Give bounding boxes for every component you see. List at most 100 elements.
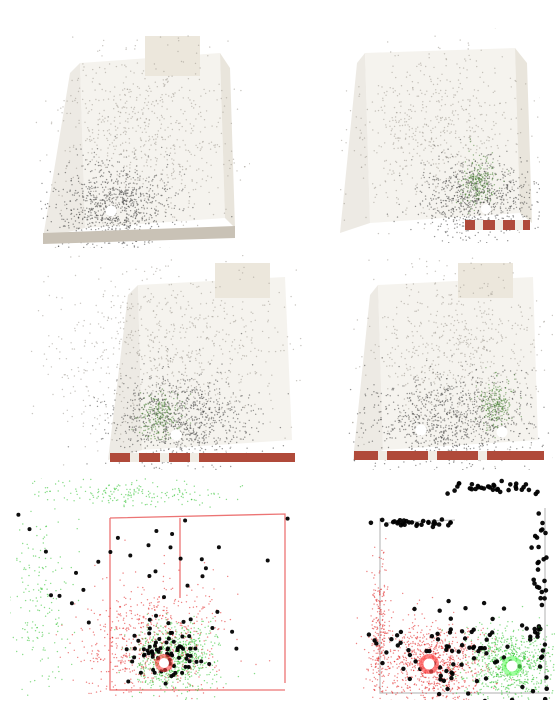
point bbox=[434, 126, 437, 128]
point bbox=[215, 439, 217, 442]
point bbox=[400, 85, 403, 87]
point bbox=[128, 142, 131, 144]
point bbox=[146, 104, 148, 107]
point bbox=[134, 182, 136, 185]
point bbox=[128, 127, 130, 130]
point bbox=[205, 110, 208, 112]
point bbox=[415, 190, 418, 193]
point bbox=[134, 408, 136, 411]
point bbox=[466, 199, 469, 202]
point bbox=[112, 222, 114, 224]
point bbox=[159, 119, 161, 121]
point bbox=[86, 207, 88, 209]
point bbox=[200, 424, 202, 426]
point bbox=[57, 245, 60, 247]
point bbox=[459, 164, 462, 166]
point bbox=[118, 161, 121, 163]
point bbox=[439, 170, 441, 172]
point bbox=[136, 404, 138, 407]
point bbox=[95, 221, 97, 223]
point bbox=[99, 164, 101, 167]
point bbox=[233, 88, 235, 90]
point bbox=[209, 431, 211, 433]
point bbox=[513, 202, 515, 205]
point bbox=[46, 229, 49, 231]
point bbox=[445, 203, 447, 205]
point bbox=[62, 106, 64, 108]
point bbox=[209, 148, 212, 150]
point bbox=[476, 161, 479, 164]
point bbox=[494, 133, 496, 136]
point bbox=[86, 138, 88, 140]
point bbox=[169, 135, 171, 137]
point bbox=[119, 438, 121, 440]
point bbox=[196, 431, 198, 434]
point bbox=[125, 189, 127, 192]
point bbox=[410, 104, 412, 106]
point bbox=[473, 201, 475, 203]
point bbox=[207, 392, 210, 394]
point bbox=[133, 157, 135, 159]
point bbox=[480, 49, 482, 51]
point bbox=[180, 60, 183, 63]
point bbox=[156, 136, 159, 138]
point bbox=[201, 403, 204, 405]
point bbox=[180, 415, 182, 417]
point bbox=[149, 339, 151, 341]
point bbox=[61, 218, 63, 220]
point bbox=[103, 134, 106, 137]
point bbox=[411, 127, 413, 130]
point bbox=[155, 413, 157, 415]
point bbox=[93, 211, 96, 213]
point bbox=[159, 407, 162, 409]
point bbox=[452, 220, 455, 223]
point bbox=[193, 407, 195, 410]
point bbox=[103, 109, 105, 112]
point bbox=[84, 209, 86, 212]
point bbox=[515, 80, 517, 83]
point bbox=[495, 217, 497, 219]
point bbox=[462, 172, 464, 174]
point bbox=[497, 214, 499, 216]
point bbox=[439, 179, 442, 181]
point bbox=[129, 446, 131, 448]
point bbox=[229, 371, 232, 373]
point bbox=[75, 167, 78, 169]
point bbox=[141, 186, 144, 188]
point bbox=[119, 340, 121, 343]
point bbox=[136, 220, 139, 222]
point bbox=[416, 95, 418, 97]
point bbox=[99, 206, 101, 208]
point bbox=[112, 202, 115, 204]
point bbox=[483, 142, 485, 144]
point bbox=[429, 100, 431, 103]
point bbox=[77, 217, 80, 219]
point bbox=[94, 212, 97, 215]
point bbox=[408, 93, 411, 96]
point bbox=[155, 164, 157, 166]
point bbox=[103, 121, 105, 123]
point bbox=[108, 226, 110, 229]
point bbox=[384, 180, 386, 182]
point bbox=[122, 131, 125, 134]
point bbox=[122, 89, 124, 91]
point bbox=[199, 409, 201, 411]
point bbox=[90, 203, 92, 205]
point bbox=[116, 178, 118, 180]
point bbox=[105, 197, 107, 199]
point bbox=[39, 160, 41, 162]
point bbox=[166, 348, 169, 350]
point bbox=[118, 241, 120, 244]
point bbox=[158, 363, 161, 365]
point bbox=[232, 306, 234, 308]
point bbox=[94, 89, 96, 91]
point bbox=[499, 102, 501, 105]
point bbox=[165, 336, 167, 338]
point bbox=[170, 462, 172, 465]
point bbox=[99, 356, 102, 358]
point bbox=[136, 361, 138, 363]
point bbox=[187, 301, 189, 303]
point bbox=[108, 160, 111, 162]
point bbox=[138, 354, 140, 357]
point bbox=[254, 347, 256, 350]
